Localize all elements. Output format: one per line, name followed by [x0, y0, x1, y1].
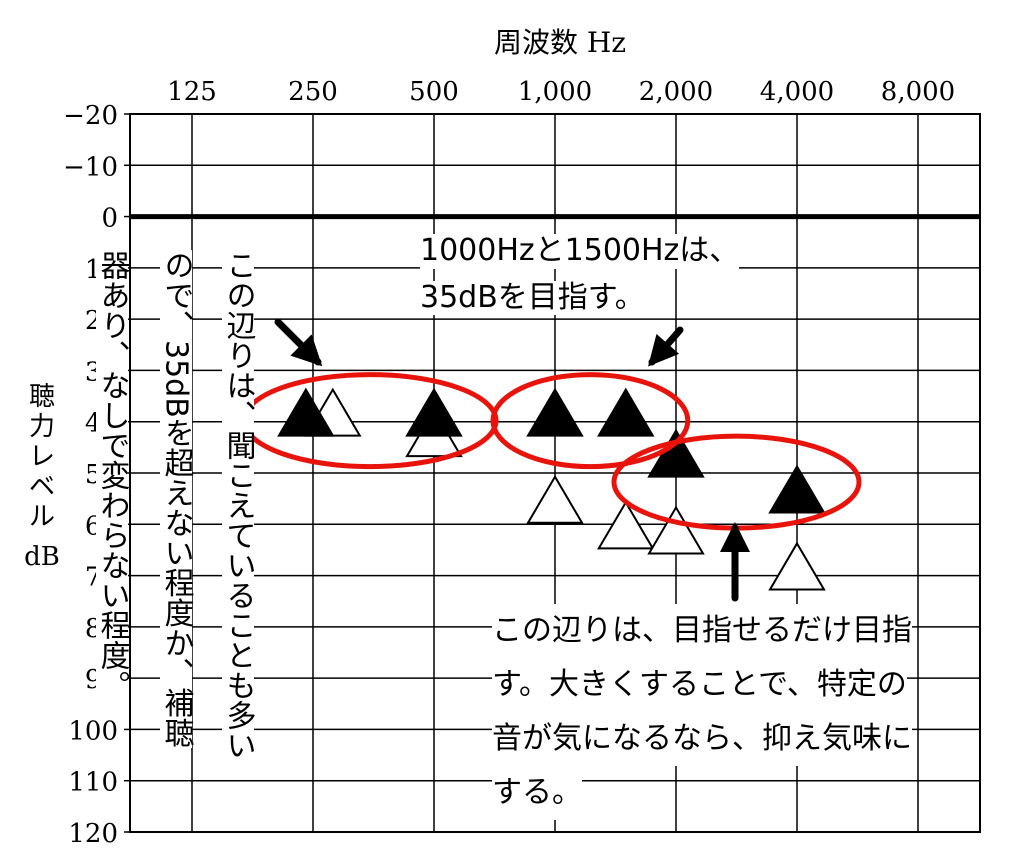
- x-tick-label: 1,000: [518, 77, 592, 107]
- y-axis-label: 聴力レベル dB: [24, 382, 60, 572]
- y-tick-label: −20: [63, 101, 118, 131]
- annotation-top-right-line1: 1000Hzと1500Hzは、: [420, 233, 740, 269]
- highlight-ellipse: [611, 433, 862, 531]
- annotation-bottom-right-line3: 音が気になるなら、抑え気味に: [492, 712, 912, 766]
- highlight-ellipse: [241, 372, 499, 470]
- annotation-top-right: 1000Hzと1500Hzは、 35dBを目指す。: [420, 233, 740, 315]
- filled-triangle-marker: [597, 387, 655, 437]
- y-tick-label: 100: [68, 716, 118, 746]
- x-tick-label: 250: [288, 77, 338, 107]
- y-tick-label: 0: [101, 204, 118, 234]
- x-tick-label: 8,000: [881, 77, 955, 107]
- open-triangle-marker: [526, 474, 584, 524]
- x-tick-label: 2,000: [639, 77, 713, 107]
- x-tick-label: 4,000: [760, 77, 834, 107]
- annotation-bottom-right: この辺りは、目指せるだけ目指 す。大きくすることで、特定の 音が気になるなら、抑…: [492, 604, 912, 820]
- x-tick-label: 500: [409, 77, 459, 107]
- open-triangle-marker: [768, 541, 826, 591]
- open-triangle-marker: [597, 500, 655, 550]
- vertical-annotation-col3: 器あり、なしで変わらない程度。: [94, 250, 130, 700]
- filled-triangle-marker: [768, 464, 826, 514]
- filled-triangle-marker: [277, 387, 335, 437]
- y-tick-label: 110: [68, 768, 118, 798]
- filled-triangle-marker: [405, 387, 463, 437]
- vertical-annotation-col1: この辺りは、聞こえていることも多い: [220, 250, 256, 760]
- arrow-right-group-head: [720, 522, 750, 552]
- arrow-mid-group-head: [648, 334, 680, 367]
- x-tick-label: 125: [167, 77, 217, 107]
- annotation-bottom-right-line4: する。: [492, 766, 582, 820]
- annotation-top-right-line2: 35dBを目指す。: [420, 279, 645, 315]
- annotation-bottom-right-line1: この辺りは、目指せるだけ目指: [492, 604, 912, 658]
- chart-title: 周波数 Hz: [494, 26, 626, 59]
- highlight-ellipse: [490, 372, 691, 470]
- filled-triangle-marker: [526, 387, 584, 437]
- y-tick-label: −10: [63, 152, 118, 182]
- y-tick-label: 120: [68, 819, 118, 849]
- annotation-bottom-right-line2: す。大きくすることで、特定の: [492, 658, 907, 712]
- arrow-left-group-head: [290, 334, 323, 367]
- open-triangle-marker: [647, 505, 705, 555]
- vertical-annotation-col2: ので、35dBを超えない程度か、補聴: [158, 250, 194, 748]
